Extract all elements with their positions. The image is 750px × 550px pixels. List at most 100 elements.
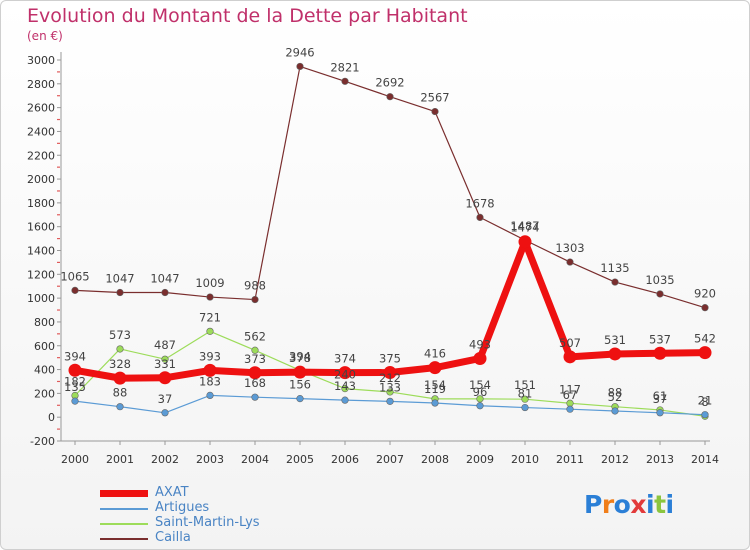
x-tick-label: 2012 [601,453,629,466]
logo-letter: i [646,490,655,519]
data-label: 531 [604,333,626,347]
data-point [251,346,259,354]
data-label: 394 [64,349,86,363]
data-point [473,351,487,365]
data-point [521,403,529,412]
data-point [341,396,349,404]
data-point [563,350,577,364]
data-label: 1303 [555,241,584,255]
data-point [293,365,307,379]
data-point [701,304,709,312]
data-point [161,409,169,417]
data-point [338,366,352,380]
x-tick-label: 2002 [151,453,179,466]
data-label: 378 [289,351,311,365]
data-point [653,346,667,360]
data-point [656,409,664,417]
data-point [203,363,217,377]
x-tick-label: 2006 [331,453,359,466]
data-point [431,107,439,116]
data-label: 2567 [420,91,449,105]
y-tick-label: 0 [48,411,55,424]
y-tick-label: -200 [30,435,55,448]
x-tick-label: 2013 [646,453,674,466]
data-point [116,403,124,411]
data-label: 88 [608,386,623,400]
data-point [68,363,82,377]
y-tick-label: 1800 [27,197,55,210]
data-label: 1047 [105,272,134,286]
y-tick-label: 1400 [27,245,55,258]
data-label: 374 [334,352,356,366]
y-tick-label: 800 [34,316,55,329]
data-label: 507 [559,336,581,350]
data-point [116,345,124,353]
legend-label: Cailla [155,530,191,545]
data-point [656,290,664,298]
data-label: 183 [199,374,221,388]
data-label: 182 [64,375,86,389]
data-label: 2692 [375,76,404,90]
data-label: 328 [109,357,131,371]
logo-letter: r [601,490,614,519]
data-label: 117 [559,382,581,396]
data-label: 135 [64,380,86,394]
data-label: 96 [473,385,488,399]
data-point [518,235,532,249]
logo-letter: o [613,490,631,519]
y-tick-label: 2800 [27,78,55,91]
data-point [386,388,394,396]
x-tick-label: 2011 [556,453,584,466]
data-label: 1035 [645,273,674,287]
data-point [476,213,484,222]
data-label: 1009 [195,276,224,290]
y-tick-label: 2600 [27,102,55,115]
y-tick-label: 2400 [27,125,55,138]
data-label: 81 [518,387,533,401]
data-point [521,395,529,403]
data-label: 88 [113,386,128,400]
data-point [113,371,127,385]
data-label: 2821 [330,60,359,74]
data-point [431,399,439,407]
data-label: 143 [334,379,356,393]
y-tick-label: 600 [34,340,55,353]
data-label: 1678 [465,196,494,210]
logo-letter: t [654,490,666,519]
x-tick-label: 2003 [196,453,224,466]
legend-swatch [100,523,148,525]
data-point [566,405,574,413]
y-tick-label: 1200 [27,268,55,281]
data-label: 988 [244,279,266,293]
x-tick-label: 2007 [376,453,404,466]
data-point [161,288,169,297]
legend-label: AXAT [155,485,189,500]
logo-letter: x [630,490,646,519]
data-point [341,77,349,85]
logo-letter: i [665,490,675,519]
x-tick-label: 2008 [421,453,449,466]
data-label: 154 [469,378,491,392]
data-label: 537 [649,332,671,346]
data-label: 487 [154,338,176,352]
data-point [161,355,169,363]
chart-subtitle: (en €) [27,29,63,43]
data-point [476,395,484,403]
x-tick-label: 2004 [241,453,269,466]
data-point [251,393,259,401]
data-label: 154 [424,378,446,392]
y-tick-label: 2200 [27,149,55,162]
data-point [248,366,262,380]
data-point [71,286,79,294]
data-point [71,397,79,405]
data-label: 37 [653,392,668,406]
x-tick-label: 2000 [61,453,89,466]
y-tick-label: 1600 [27,221,55,234]
legend-swatch [100,538,148,540]
data-label: 562 [244,329,266,343]
data-label: 331 [154,357,176,371]
logo-letter: P [584,490,602,519]
data-label: 67 [563,388,578,402]
data-point [341,385,349,393]
